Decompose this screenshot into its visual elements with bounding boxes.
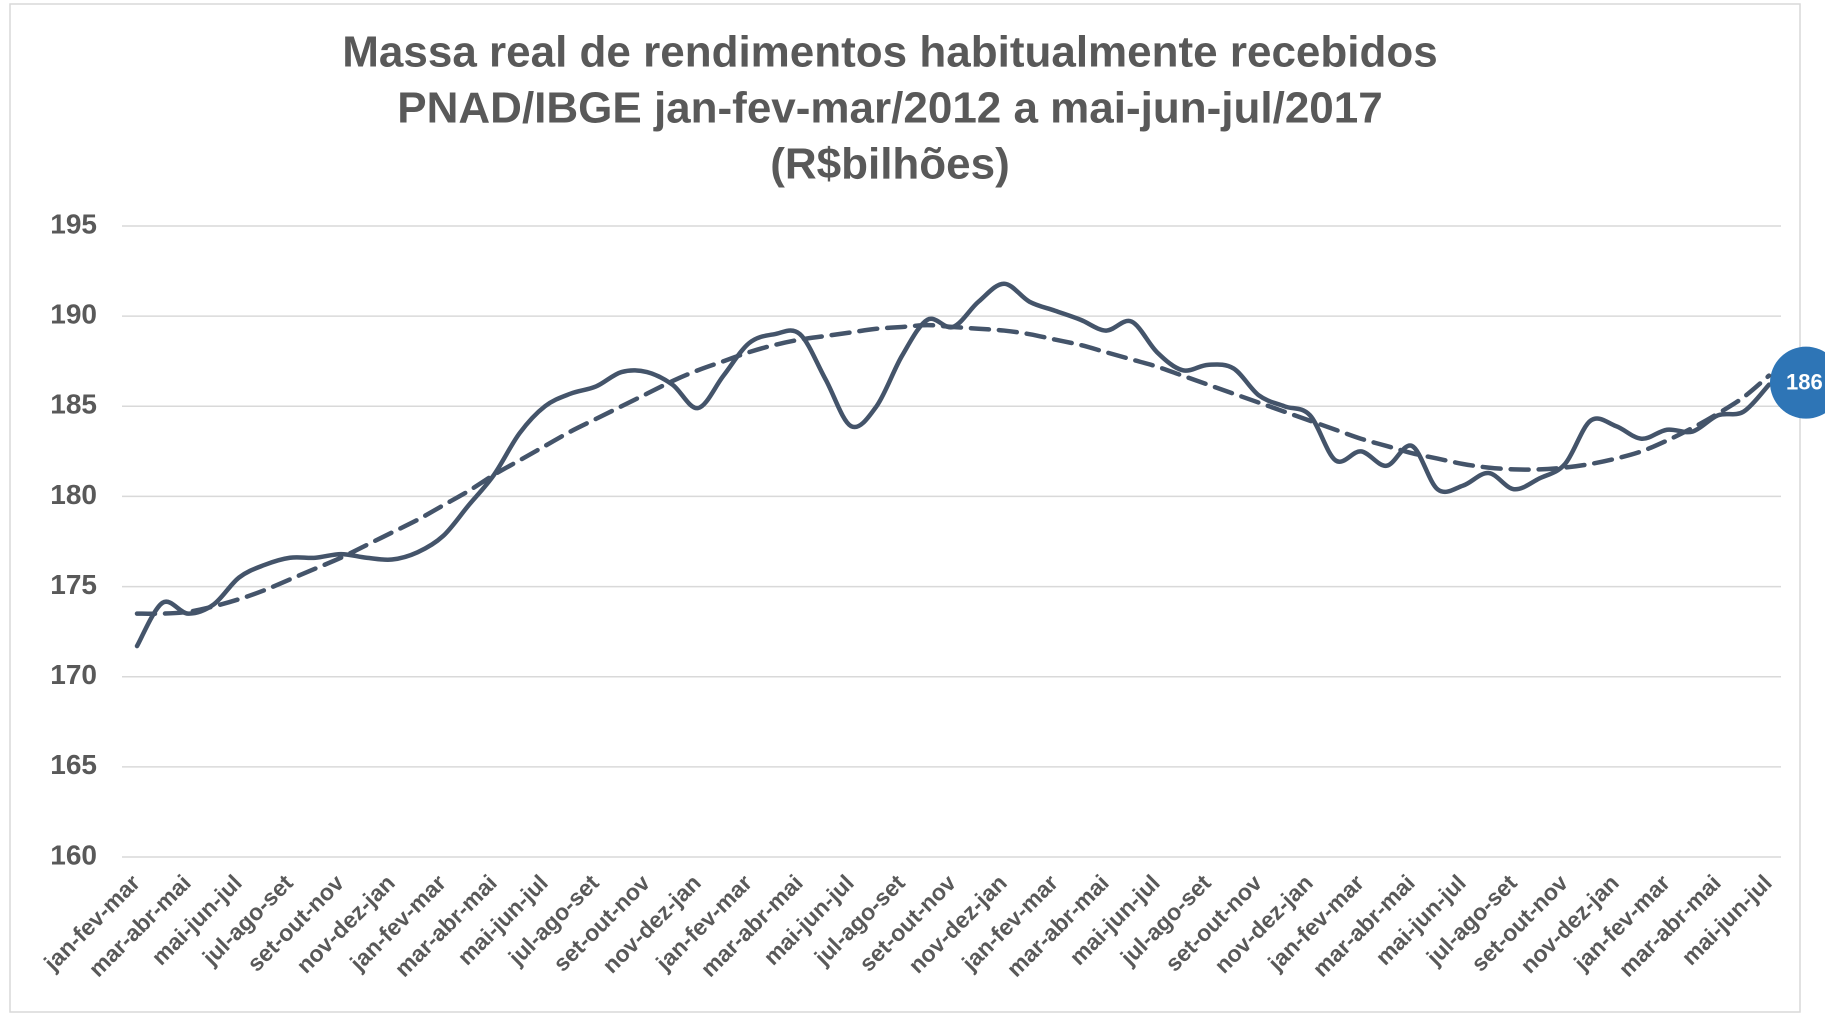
chart-title: PNAD/IBGE jan-fev-mar/2012 a mai-jun-jul…	[397, 84, 1382, 133]
data-label: 186	[1786, 369, 1823, 394]
chart-title: (R$bilhões)	[770, 140, 1010, 189]
y-tick-label: 175	[50, 569, 97, 600]
y-tick-label: 170	[50, 659, 97, 690]
y-tick-label: 165	[50, 749, 97, 780]
y-tick-label: 180	[50, 479, 97, 510]
trend-line	[134, 322, 1772, 616]
data-label-bubble	[1770, 346, 1825, 419]
chart-title: Massa real de rendimentos habitualmente …	[342, 28, 1437, 77]
y-tick-label: 185	[50, 389, 97, 420]
y-tick-label: 190	[50, 299, 97, 330]
y-tick-label: 195	[50, 208, 97, 239]
chart-frame	[9, 3, 1801, 1013]
y-tick-label: 160	[50, 839, 97, 870]
